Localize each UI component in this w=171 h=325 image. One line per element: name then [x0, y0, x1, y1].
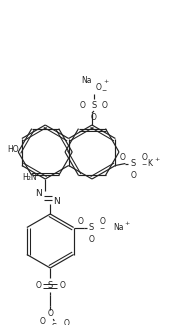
Text: O: O — [47, 309, 53, 318]
Text: +: + — [103, 79, 108, 84]
Text: N: N — [36, 188, 42, 198]
Text: O: O — [39, 318, 45, 325]
Text: S: S — [91, 100, 97, 110]
Text: O: O — [89, 236, 95, 244]
Text: N: N — [53, 198, 60, 206]
Text: O: O — [78, 217, 84, 226]
Text: H₂N: H₂N — [23, 173, 37, 181]
Text: K: K — [147, 159, 152, 168]
Text: S: S — [131, 159, 136, 168]
Text: +: + — [125, 221, 130, 226]
Text: O: O — [35, 281, 41, 291]
Text: O: O — [141, 153, 147, 162]
Text: HO: HO — [7, 145, 19, 153]
Text: −: − — [101, 87, 106, 92]
Text: O: O — [130, 172, 136, 180]
Text: O: O — [80, 100, 86, 110]
Text: Na: Na — [82, 76, 92, 85]
Text: S: S — [48, 281, 53, 291]
Text: S: S — [52, 323, 57, 325]
Text: +: + — [154, 157, 160, 162]
Text: O: O — [100, 217, 106, 226]
Text: O: O — [102, 100, 108, 110]
Text: O: O — [96, 83, 102, 92]
Text: O: O — [59, 281, 65, 291]
Text: O: O — [63, 319, 69, 325]
Text: S: S — [89, 223, 94, 232]
Text: Na: Na — [114, 223, 124, 232]
Text: O: O — [120, 153, 125, 162]
Text: −: − — [141, 161, 147, 166]
Text: O: O — [91, 113, 97, 122]
Text: −: − — [100, 225, 105, 230]
